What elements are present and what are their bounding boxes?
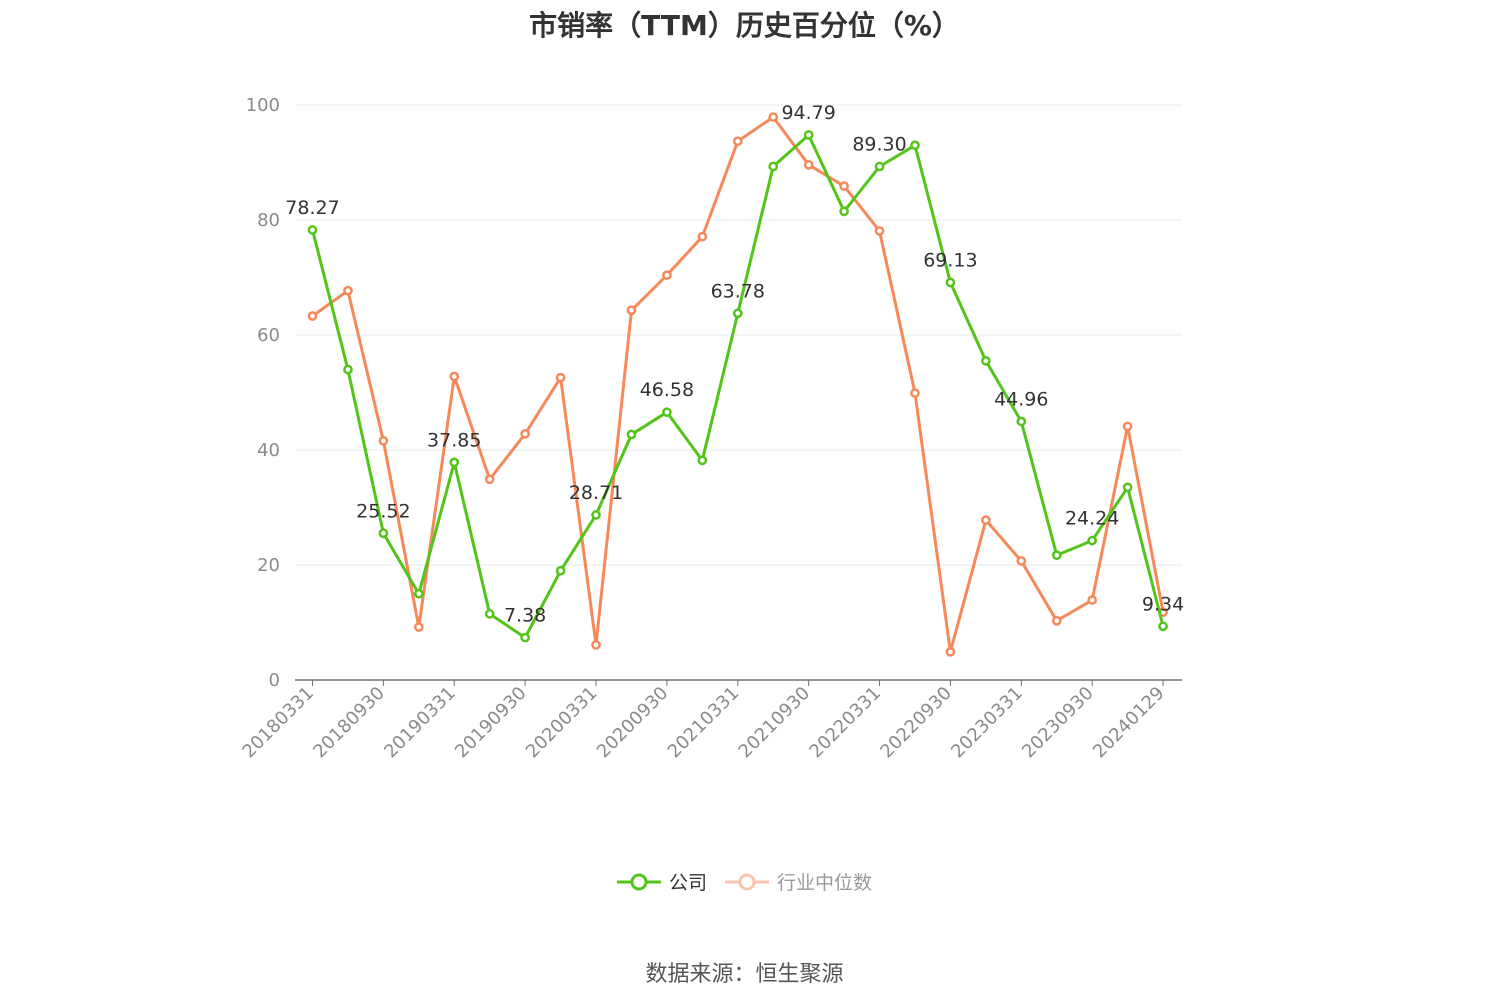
data-point-industry-median[interactable] — [520, 429, 530, 439]
data-label-company: 94.79 — [781, 102, 835, 124]
x-tick-label: 20200331 — [522, 683, 602, 763]
x-tick-label: 20220331 — [805, 683, 885, 763]
data-point-company[interactable] — [555, 565, 566, 576]
y-tick-label: 40 — [257, 440, 280, 461]
data-point-industry-median[interactable] — [839, 181, 849, 191]
legend-label-industry-median: 行业中位数 — [777, 872, 873, 894]
x-tick-label: 20220930 — [876, 683, 956, 763]
data-point-company[interactable] — [307, 225, 318, 235]
data-point-company[interactable] — [626, 429, 637, 440]
data-point-company[interactable] — [662, 407, 672, 418]
data-label-company: 37.85 — [427, 429, 481, 451]
data-point-industry-median[interactable] — [1016, 556, 1027, 566]
legend-label-company: 公司 — [668, 872, 707, 894]
line-chart: 0 20 40 60 80 100 2018033120180930201903312019… — [238, 95, 1184, 763]
x-tick-label: 20190930 — [451, 683, 531, 763]
legend-company-line-icon — [616, 873, 661, 890]
series-line-industry-median — [311, 115, 1165, 654]
y-tick-label: 100 — [246, 95, 280, 116]
data-point-industry-median[interactable] — [803, 159, 814, 170]
data-point-industry-median[interactable] — [981, 515, 991, 526]
data-label-company: 44.96 — [994, 388, 1048, 410]
data-label-company: 78.27 — [285, 197, 339, 219]
data-point-industry-median[interactable] — [874, 226, 885, 236]
data-point-company[interactable] — [591, 510, 601, 520]
legend: 公司 行业中位数 — [0, 868, 1489, 897]
data-point-industry-median[interactable] — [697, 231, 708, 242]
data-point-company[interactable] — [449, 457, 460, 468]
data-point-industry-median[interactable] — [1087, 595, 1098, 605]
data-label-company: 9.34 — [1142, 593, 1184, 615]
x-tick-label: 20200930 — [593, 683, 673, 763]
data-point-company[interactable] — [768, 161, 779, 172]
data-point-company[interactable] — [343, 364, 353, 375]
x-tick-label: 20210331 — [664, 683, 744, 763]
data-point-company[interactable] — [1087, 535, 1098, 546]
y-tick-label: 80 — [257, 210, 280, 231]
data-point-industry-median[interactable] — [732, 136, 743, 147]
data-labels: 78.27 25.52 37.85 7.38 28.71 46.58 63.78 94.79 8… — [285, 102, 1184, 627]
source-note: 数据来源：恒生聚源 — [645, 962, 844, 987]
data-point-industry-median[interactable] — [484, 474, 495, 485]
legend-item-company[interactable]: 公司 — [616, 868, 707, 895]
legend-industry-line-icon — [725, 873, 770, 890]
legend-item-industry-median[interactable]: 行业中位数 — [725, 868, 872, 895]
grid-lines — [295, 104, 1182, 566]
data-point-industry-median[interactable] — [662, 270, 672, 281]
data-point-company[interactable] — [1051, 550, 1062, 561]
chart-title: 市销率（TTM）历史百分位（%） — [529, 9, 960, 42]
data-point-industry-median[interactable] — [307, 311, 318, 321]
data-point-company[interactable] — [697, 455, 708, 466]
data-point-industry-median[interactable] — [591, 640, 601, 650]
x-tick-label: 20190331 — [380, 683, 460, 763]
x-tick-label: 20180930 — [309, 683, 389, 763]
data-point-company[interactable] — [732, 308, 743, 319]
data-label-company: 28.71 — [569, 482, 623, 504]
data-point-industry-median[interactable] — [413, 622, 424, 632]
data-label-company: 7.38 — [504, 605, 546, 627]
data-point-company[interactable] — [1122, 482, 1133, 493]
data-point-company[interactable] — [874, 161, 885, 172]
data-point-company[interactable] — [413, 588, 424, 599]
data-point-company[interactable] — [945, 277, 956, 288]
data-point-industry-median[interactable] — [626, 305, 637, 316]
data-label-company: 89.30 — [852, 134, 906, 156]
data-point-industry-median[interactable] — [1122, 421, 1133, 432]
x-tick-label: 20180331 — [238, 683, 318, 763]
x-tick-label: 20230331 — [947, 683, 1027, 763]
data-point-company[interactable] — [378, 528, 389, 539]
data-label-company: 69.13 — [923, 250, 977, 272]
data-label-company: 24.24 — [1065, 508, 1119, 530]
series-lines — [307, 112, 1168, 657]
data-label-company: 46.58 — [640, 379, 694, 401]
data-point-industry-median[interactable] — [768, 112, 779, 122]
data-point-industry-median[interactable] — [555, 372, 566, 383]
y-tick-label: 60 — [257, 325, 280, 346]
data-point-company[interactable] — [910, 140, 920, 151]
data-label-company: 25.52 — [356, 500, 410, 522]
data-point-company[interactable] — [1158, 621, 1168, 632]
x-tick-label: 20240129 — [1089, 683, 1169, 763]
data-point-industry-median[interactable] — [449, 371, 460, 382]
y-tick-label: 20 — [257, 555, 280, 576]
data-point-company[interactable] — [484, 609, 495, 619]
y-tick-label: 0 — [269, 670, 280, 691]
data-point-company[interactable] — [1016, 416, 1027, 427]
data-point-company[interactable] — [981, 356, 991, 366]
data-point-industry-median[interactable] — [343, 285, 353, 296]
data-point-industry-median[interactable] — [910, 388, 920, 398]
series-line-company — [311, 133, 1165, 640]
data-point-company[interactable] — [803, 130, 814, 140]
x-tick-label: 20210930 — [735, 683, 815, 763]
x-tick-label: 20230930 — [1018, 683, 1098, 763]
data-point-industry-median[interactable] — [945, 646, 956, 657]
data-point-industry-median[interactable] — [1051, 615, 1062, 626]
data-point-company[interactable] — [839, 206, 849, 217]
data-point-industry-median[interactable] — [378, 435, 389, 446]
data-point-company[interactable] — [520, 632, 530, 643]
data-label-company: 63.78 — [711, 280, 765, 302]
